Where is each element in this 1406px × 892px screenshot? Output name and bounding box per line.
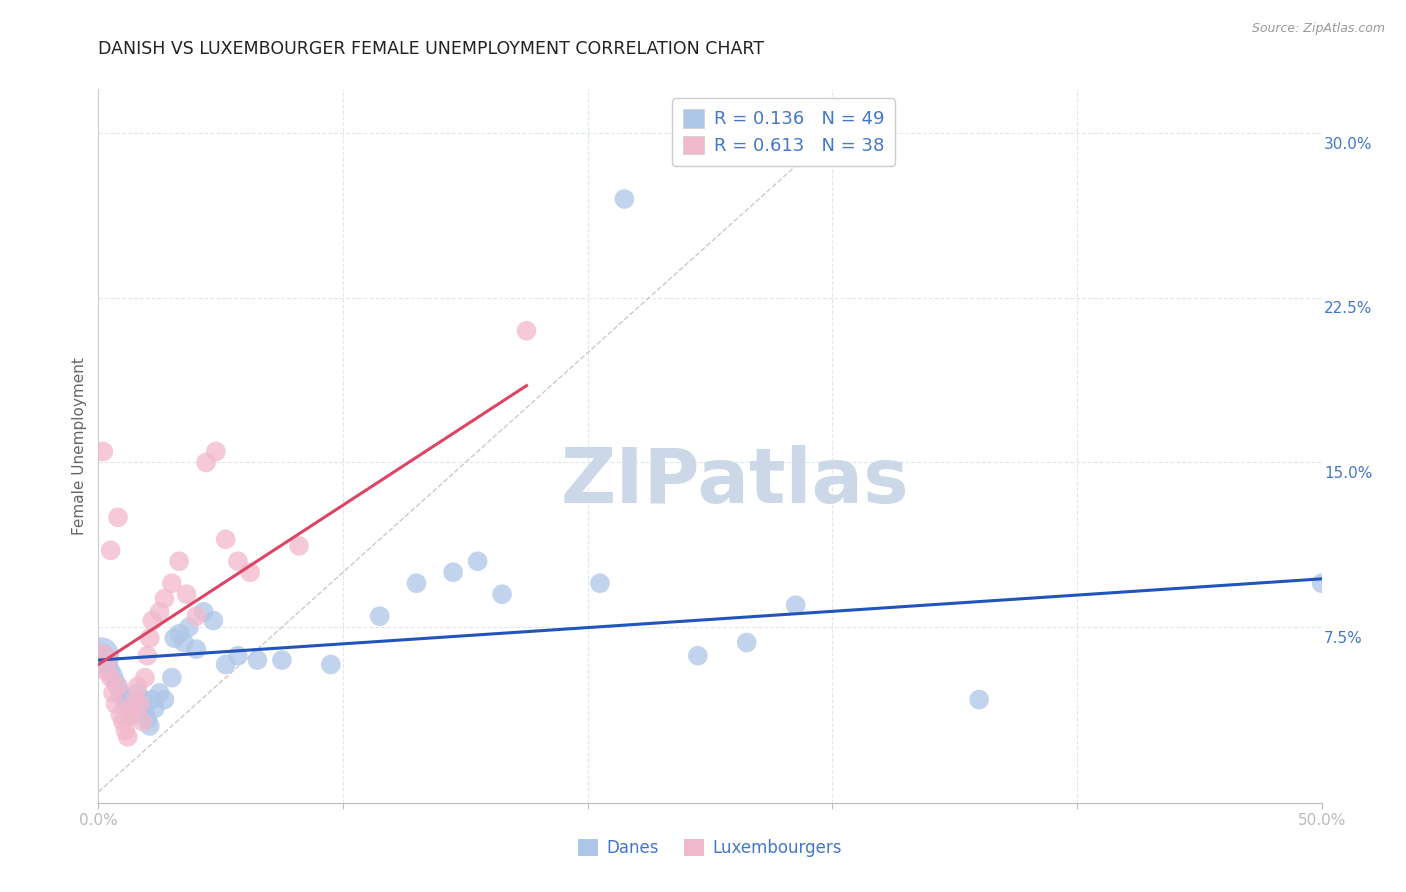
Point [686, 648, 709, 663]
Point [141, 692, 163, 706]
Point [107, 510, 129, 524]
Point [124, 692, 146, 706]
Point [94, 653, 117, 667]
Point [131, 692, 153, 706]
Point [441, 566, 464, 580]
Point [136, 648, 159, 663]
Point [467, 554, 489, 568]
Text: 7.5%: 7.5% [1324, 631, 1362, 646]
Point [214, 657, 236, 672]
Point [149, 686, 172, 700]
Point [160, 671, 183, 685]
Point [127, 686, 149, 700]
Text: Source: ZipAtlas.com: Source: ZipAtlas.com [1251, 22, 1385, 36]
Point [195, 455, 218, 469]
Point [139, 631, 162, 645]
Point [160, 576, 183, 591]
Text: DANISH VS LUXEMBOURGER FEMALE UNEMPLOYMENT CORRELATION CHART: DANISH VS LUXEMBOURGER FEMALE UNEMPLOYME… [98, 40, 765, 58]
Point [121, 708, 143, 723]
Point [186, 642, 208, 657]
Legend: Danes, Luxembourgers: Danes, Luxembourgers [569, 831, 851, 866]
Point [90, 648, 112, 663]
Point [149, 605, 172, 619]
Point [270, 653, 294, 667]
Text: 15.0%: 15.0% [1324, 466, 1372, 481]
Point [134, 671, 156, 685]
Point [91, 444, 114, 458]
Point [193, 605, 215, 619]
Point [515, 324, 537, 338]
Point [589, 576, 612, 591]
Point [239, 566, 262, 580]
Point [136, 712, 159, 726]
Point [101, 686, 124, 700]
Point [114, 723, 136, 738]
Point [288, 539, 311, 553]
Point [100, 671, 122, 685]
Point [129, 697, 152, 711]
Point [111, 714, 134, 729]
Text: 22.5%: 22.5% [1324, 301, 1372, 317]
Point [120, 708, 142, 723]
Point [1310, 576, 1333, 591]
Point [100, 543, 122, 558]
Point [176, 587, 198, 601]
Point [319, 657, 342, 672]
Point [111, 690, 134, 705]
Point [91, 657, 114, 672]
Point [110, 686, 132, 700]
Point [163, 631, 186, 645]
Point [94, 664, 117, 678]
Point [90, 653, 112, 667]
Point [613, 192, 636, 206]
Point [167, 626, 190, 640]
Text: ZIPatlas: ZIPatlas [560, 445, 908, 518]
Point [186, 609, 208, 624]
Point [97, 653, 120, 667]
Point [368, 609, 391, 624]
Point [141, 614, 163, 628]
Point [97, 657, 120, 672]
Point [967, 692, 990, 706]
Point [91, 647, 114, 661]
Point [120, 701, 142, 715]
Point [114, 697, 136, 711]
Point [143, 701, 166, 715]
Point [90, 647, 112, 661]
Point [226, 648, 249, 663]
Point [104, 697, 127, 711]
Point [117, 692, 139, 706]
Point [173, 635, 195, 649]
Point [246, 653, 269, 667]
Point [226, 554, 249, 568]
Point [129, 701, 152, 715]
Point [107, 680, 129, 694]
Point [107, 680, 129, 694]
Point [117, 730, 139, 744]
Text: 30.0%: 30.0% [1324, 136, 1372, 152]
Point [100, 664, 122, 678]
Point [104, 675, 127, 690]
Point [735, 635, 758, 649]
Point [124, 697, 146, 711]
Point [121, 701, 143, 715]
Point [127, 680, 149, 694]
Point [153, 692, 176, 706]
Point [405, 576, 427, 591]
Point [491, 587, 513, 601]
Point [101, 668, 124, 682]
Point [131, 714, 153, 729]
Point [139, 719, 162, 733]
Y-axis label: Female Unemployment: Female Unemployment [72, 357, 87, 535]
Point [214, 533, 236, 547]
Point [202, 614, 225, 628]
Point [153, 591, 176, 606]
Point [167, 554, 190, 568]
Point [205, 444, 228, 458]
Point [785, 598, 807, 612]
Point [110, 708, 132, 723]
Point [177, 620, 200, 634]
Point [134, 704, 156, 718]
